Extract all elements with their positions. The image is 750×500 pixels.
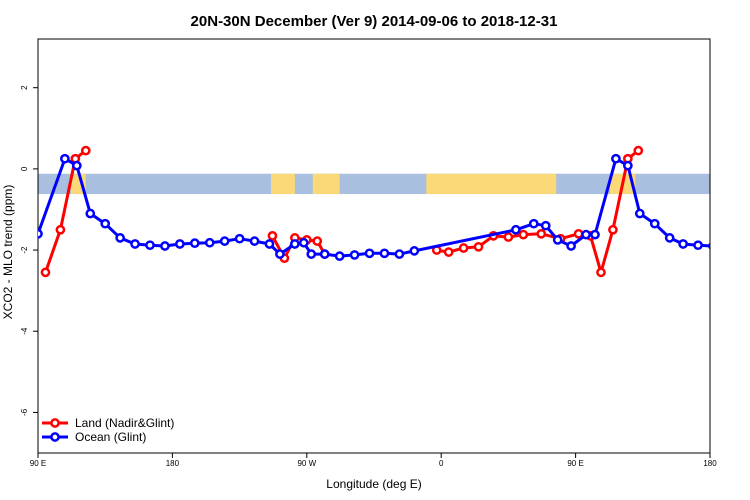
- data-point: [678, 239, 688, 249]
- legend-marker: [50, 432, 60, 442]
- legend-label: Land (Nadir&Glint): [75, 416, 174, 430]
- data-point: [364, 248, 375, 259]
- x-axis-label: Longitude (deg E): [326, 477, 421, 491]
- data-point: [458, 243, 469, 253]
- x-tick-label: 0: [439, 459, 444, 468]
- land-segment: [312, 173, 340, 195]
- x-tick-label: 180: [703, 459, 717, 468]
- series-line: [38, 157, 710, 258]
- legend-label: Ocean (Glint): [75, 430, 146, 444]
- data-point: [566, 241, 576, 251]
- x-axis: 90 E 180 90 W 0 90 E 180: [30, 453, 717, 468]
- data-point: [349, 250, 360, 260]
- data-point: [71, 160, 82, 171]
- data-point: [267, 231, 278, 241]
- data-point: [511, 224, 521, 235]
- data-point: [175, 239, 185, 249]
- data-point: [249, 236, 260, 246]
- y-axis-label: XCO2 - MLO trend (ppm): [1, 185, 15, 320]
- data-point: [115, 233, 125, 243]
- data-point: [38, 228, 43, 239]
- series-ocean: [38, 153, 710, 261]
- data-point: [573, 228, 584, 239]
- data-point: [204, 237, 215, 248]
- data-point: [275, 249, 285, 259]
- data-point: [100, 218, 111, 229]
- data-point: [623, 160, 633, 171]
- data-point: [473, 241, 484, 252]
- data-point: [518, 229, 529, 240]
- data-point: [409, 246, 420, 256]
- land-segment: [426, 173, 557, 195]
- y-axis: -6 -4 -2 0 2: [20, 85, 38, 416]
- data-point: [664, 233, 675, 243]
- data-point: [319, 249, 330, 259]
- data-point: [379, 248, 390, 259]
- data-point: [264, 239, 275, 249]
- land-segment: [270, 173, 295, 195]
- x-tick-label: 90 W: [297, 459, 316, 468]
- data-point: [608, 224, 618, 235]
- legend: Land (Nadir&Glint)Ocean (Glint): [42, 416, 174, 444]
- data-point: [596, 267, 606, 278]
- data-point: [306, 249, 317, 259]
- x-tick-label: 90 E: [567, 459, 583, 468]
- data-point: [394, 249, 405, 259]
- series-land: [40, 145, 644, 278]
- land-ocean-band: [38, 173, 710, 195]
- data-point: [443, 247, 454, 257]
- data-point: [590, 229, 600, 240]
- y-tick-label: -2: [20, 246, 29, 254]
- data-point: [611, 153, 621, 164]
- y-tick-label: -6: [20, 408, 29, 416]
- data-point: [536, 228, 547, 239]
- data-point: [334, 251, 345, 261]
- data-point: [634, 208, 645, 219]
- data-point: [552, 235, 563, 245]
- chart-title: 20N-30N December (Ver 9) 2014-09-06 to 2…: [191, 13, 558, 30]
- data-point: [80, 145, 91, 156]
- data-point: [633, 145, 644, 156]
- data-point: [234, 233, 245, 244]
- legend-marker: [50, 418, 60, 428]
- data-point: [85, 208, 96, 219]
- x-tick-label: 180: [166, 459, 180, 468]
- data-point: [40, 267, 51, 278]
- data-point: [55, 224, 66, 235]
- data-point: [649, 218, 660, 229]
- data-point: [130, 239, 140, 249]
- data-point: [60, 153, 70, 164]
- y-tick-label: 0: [20, 166, 29, 171]
- series: [38, 145, 710, 278]
- data-point: [693, 240, 703, 251]
- y-tick-label: -4: [20, 327, 29, 335]
- data-point: [708, 242, 710, 250]
- data-point: [298, 237, 309, 248]
- data-point: [160, 241, 170, 251]
- x-tick-label: 90 E: [30, 459, 46, 468]
- y-tick-label: 2: [20, 85, 29, 90]
- data-point: [503, 232, 514, 242]
- data-point: [581, 229, 591, 240]
- data-point: [528, 218, 539, 229]
- data-point: [189, 238, 200, 249]
- data-point: [312, 236, 323, 246]
- data-point: [145, 240, 155, 251]
- data-point: [540, 220, 551, 231]
- data-point: [290, 239, 300, 249]
- data-point: [219, 236, 230, 246]
